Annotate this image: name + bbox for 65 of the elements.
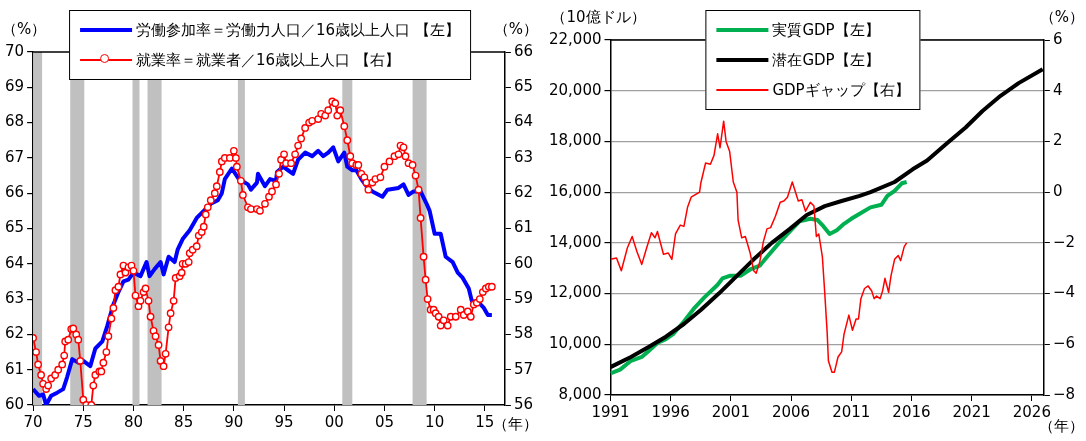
y-tick-label: 70 <box>4 41 25 60</box>
y2-tick-label: 65 <box>513 77 534 96</box>
y-axis-title: （%） <box>1 19 47 38</box>
y-axis-title: （10億ドル） <box>551 7 646 26</box>
x-tick-label: 95 <box>274 412 294 431</box>
x-tick-label: 10 <box>425 412 445 431</box>
y-tick-label: 63 <box>4 288 25 307</box>
y-tick-label: 12,000 <box>548 283 602 302</box>
y2-tick-label: −4 <box>1052 283 1076 302</box>
y-tick-label: 16,000 <box>548 182 602 201</box>
legend-label: 潜在GDP【左】 <box>772 50 880 70</box>
x-tick-label: 2011 <box>832 402 871 421</box>
x-tick-label: 2016 <box>892 402 931 421</box>
y-tick-label: 65 <box>4 218 25 237</box>
y-tick-label: 66 <box>4 183 25 202</box>
y2-tick-label: 6 <box>1052 29 1063 48</box>
legend-label: 実質GDP【左】 <box>772 20 880 40</box>
x-tick-label: 2021 <box>952 402 991 421</box>
x-tick-label: 00 <box>324 412 344 431</box>
x-tick-label: 05 <box>374 412 394 431</box>
y2-tick-label: 57 <box>513 359 534 378</box>
y2-tick-label: 4 <box>1052 80 1063 99</box>
x-tick-label: 85 <box>174 412 194 431</box>
y2-axis-title: （%） <box>1039 7 1085 26</box>
y2-tick-label: 58 <box>513 324 534 343</box>
y-tick-label: 14,000 <box>548 232 602 251</box>
y-tick-label: 10,000 <box>548 334 602 353</box>
y2-tick-label: −8 <box>1052 384 1076 403</box>
y2-tick-label: 2 <box>1052 131 1063 150</box>
legend-label: GDPギャップ【右】 <box>772 80 910 100</box>
y2-tick-label: 60 <box>513 253 534 272</box>
x-tick-label: 2001 <box>711 402 750 421</box>
y2-tick-label: 0 <box>1052 182 1063 201</box>
y2-tick-label: −2 <box>1052 232 1076 251</box>
y-tick-label: 22,000 <box>548 29 602 48</box>
y2-tick-label: 61 <box>513 218 534 237</box>
x-tick-label: 90 <box>224 412 244 431</box>
y-tick-label: 64 <box>4 253 25 272</box>
legend-label: 労働参加率＝労働力人口／16歳以上人口 【左】 <box>136 20 460 40</box>
y2-tick-label: 56 <box>513 394 534 413</box>
y-tick-label: 18,000 <box>548 131 602 150</box>
x-tick-label: 70 <box>23 412 43 431</box>
x-tick-label: 1991 <box>591 402 630 421</box>
y2-axis-title: （%） <box>493 19 539 38</box>
y-tick-label: 67 <box>4 147 25 166</box>
y2-tick-label: 63 <box>513 147 534 166</box>
x-tick-label: 2006 <box>771 402 811 421</box>
y2-tick-label: 62 <box>513 183 534 202</box>
y-tick-label: 60 <box>4 394 25 413</box>
x-tick-label: 1996 <box>651 402 690 421</box>
x-tick-label: 80 <box>123 412 144 431</box>
y-tick-label: 61 <box>4 359 25 378</box>
y-tick-label: 62 <box>4 324 25 343</box>
y-tick-label: 8,000 <box>558 384 602 403</box>
y-tick-label: 69 <box>4 77 25 96</box>
x-axis-title: （年） <box>493 414 538 433</box>
legend-label: 就業率＝就業者／16歳以上人口 【右】 <box>136 50 400 70</box>
y-tick-label: 68 <box>4 112 25 131</box>
y-tick-label: 20,000 <box>548 80 602 99</box>
y2-tick-label: 66 <box>513 41 534 60</box>
y2-tick-label: 59 <box>513 288 534 307</box>
y2-tick-label: 64 <box>513 112 534 131</box>
y2-tick-label: −6 <box>1052 334 1076 353</box>
x-tick-label: 15 <box>475 412 495 431</box>
x-tick-label: 75 <box>73 412 93 431</box>
